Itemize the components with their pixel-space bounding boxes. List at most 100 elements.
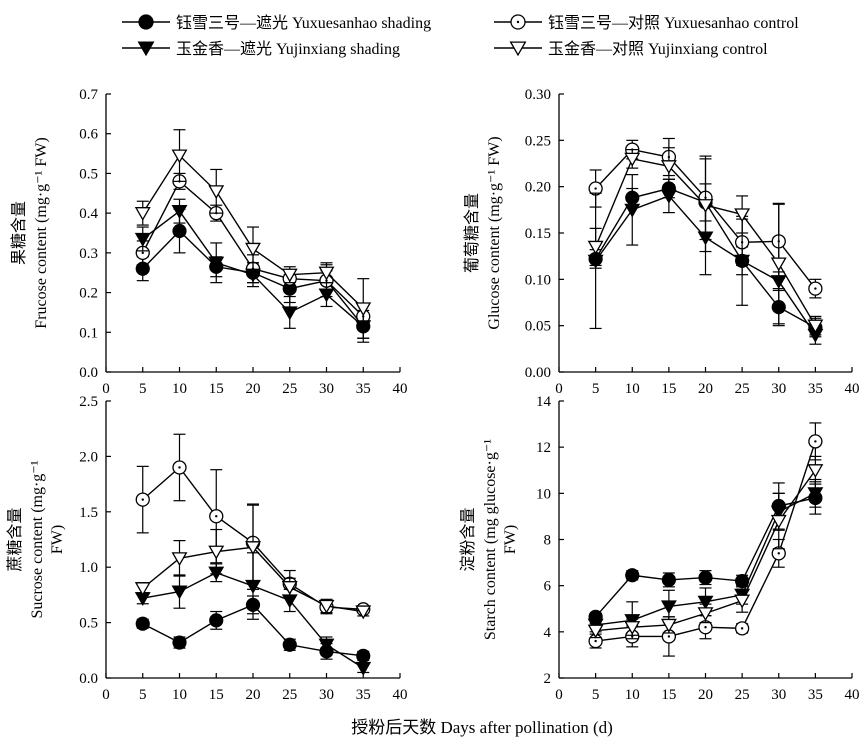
- y-tick-label: 4: [544, 625, 552, 641]
- marker-center-dot: [178, 466, 181, 469]
- x-tick-label: 5: [139, 381, 147, 397]
- legend: 钰雪三号—遮光 Yuxuesanhao shading 钰雪三号—对照 Yuxue…: [122, 14, 799, 58]
- marker-filled-circle: [356, 648, 371, 663]
- y-tick-label: 6: [544, 579, 552, 595]
- series: [134, 504, 372, 620]
- marker-open-triangle: [245, 541, 261, 556]
- x-tick-label: 10: [625, 687, 640, 703]
- y-tick-label: 0.00: [525, 365, 551, 381]
- data-point: [172, 223, 187, 239]
- marker-filled-triangle: [660, 600, 677, 615]
- marker-open-triangle: [697, 199, 714, 213]
- x-tick-label: 20: [246, 381, 261, 397]
- marker-center-dot: [667, 635, 671, 638]
- data-point: [808, 434, 823, 449]
- y-tick-label: 0.30: [525, 87, 551, 103]
- data-point: [660, 189, 677, 204]
- marker-open-triangle: [281, 581, 298, 595]
- legend-label: 玉金香—遮光 Yujinxiang shading: [176, 40, 400, 58]
- marker-filled-circle: [135, 616, 150, 631]
- x-tick-label: 15: [209, 381, 224, 397]
- marker-open-triangle: [807, 319, 824, 334]
- marker-open-triangle: [587, 240, 604, 255]
- data-point: [588, 181, 603, 196]
- data-point: [281, 306, 298, 321]
- x-tick-label: 15: [661, 381, 676, 397]
- y-tick-label: 0.25: [525, 133, 551, 149]
- marker-open-triangle: [734, 208, 751, 223]
- x-tick-label: 40: [393, 381, 408, 397]
- data-point: [135, 616, 150, 631]
- x-tick-label: 20: [698, 687, 713, 703]
- marker-open-triangle: [807, 464, 824, 479]
- marker-center-dot: [594, 639, 597, 643]
- marker-open-triangle: [134, 207, 151, 221]
- data-point: [770, 514, 787, 529]
- plots: 0 5 10 15 20 25 30 35 400.00.10.20.30.40.50.60.7…: [6, 87, 860, 703]
- series: [587, 147, 824, 336]
- legend-item: 钰雪三号—对照 Yuxuesanhao control: [494, 14, 799, 32]
- marker-open-triangle: [509, 41, 527, 57]
- x-tick-label: 10: [172, 381, 187, 397]
- data-point: [807, 464, 824, 479]
- y-tick-label: 0.05: [525, 319, 551, 335]
- y-axis-label-en: Sucrose content (mg·g⁻¹: [29, 460, 46, 618]
- y-tick-label: 14: [536, 394, 552, 410]
- data-point: [208, 256, 225, 271]
- marker-filled-triangle: [318, 288, 335, 303]
- data-point: [281, 581, 298, 595]
- legend-label: 钰雪三号—对照 Yuxuesanhao control: [548, 14, 799, 32]
- y-tick-label: 0.10: [525, 272, 551, 288]
- data-point: [734, 208, 751, 223]
- x-tick-label: 0: [102, 381, 110, 397]
- data-point: [134, 232, 151, 247]
- marker-filled-circle: [625, 568, 640, 583]
- y-axis-label: 淀粉含量 Starch content (mg glucose·g⁻¹ FW): [459, 439, 519, 640]
- legend-item: 钰雪三号—遮光 Yuxuesanhao shading: [122, 14, 431, 32]
- y-tick-label: 10: [536, 486, 551, 502]
- data-point: [171, 205, 188, 219]
- chart-panel: 0 5 10 15 20 25 30 35 40 2 4 6 8 10 12 14 淀粉含量 Starch con…: [459, 394, 860, 703]
- series: [134, 129, 372, 339]
- data-point: [807, 319, 824, 334]
- data-point: [770, 257, 787, 272]
- marker-center-dot: [814, 440, 817, 443]
- marker-open-triangle: [171, 552, 188, 567]
- marker-center-dot: [777, 552, 780, 555]
- y-tick-label: 1.0: [79, 560, 98, 576]
- y-tick-label: 2.0: [79, 449, 98, 465]
- x-tick-label: 35: [808, 687, 823, 703]
- marker-filled-triangle: [281, 306, 298, 321]
- data-point: [318, 288, 335, 303]
- marker-open-triangle: [355, 605, 372, 620]
- marker-open-triangle: [318, 599, 335, 614]
- marker-open-triangle: [734, 594, 751, 609]
- marker-filled-triangle: [660, 189, 677, 204]
- data-point: [209, 613, 224, 628]
- x-tick-label: 10: [172, 687, 187, 703]
- y-axis-label-en: Glucose content (mg·g⁻¹ FW): [486, 136, 503, 329]
- marker-filled-circle: [172, 635, 187, 650]
- x-tick-label: 5: [139, 687, 147, 703]
- y-tick-label: 0.6: [79, 127, 98, 143]
- legend-item: 玉金香—遮光 Yujinxiang shading: [122, 40, 400, 58]
- data-point: [172, 460, 187, 475]
- data-point: [624, 203, 641, 218]
- y-axis-label: 葡萄糖含量 Glucose content (mg·g⁻¹ FW): [463, 136, 503, 329]
- data-point: [318, 599, 335, 614]
- data-point: [134, 207, 151, 221]
- y-axis-label-cn: 葡萄糖含量: [463, 193, 481, 273]
- y-tick-label: 0.0: [79, 671, 98, 687]
- x-tick-label: 20: [246, 687, 261, 703]
- marker-center-dot: [704, 626, 707, 629]
- x-tick-label: 15: [209, 687, 224, 703]
- marker-filled-circle: [138, 14, 154, 30]
- y-tick-label: 0.7: [79, 87, 98, 103]
- data-point: [660, 160, 677, 175]
- x-tick-label: 30: [319, 381, 334, 397]
- marker-filled-triangle: [318, 638, 335, 653]
- marker-filled-triangle: [208, 256, 225, 271]
- y-tick-label: 2: [544, 671, 552, 687]
- data-point: [208, 185, 225, 200]
- data-point: [808, 281, 823, 296]
